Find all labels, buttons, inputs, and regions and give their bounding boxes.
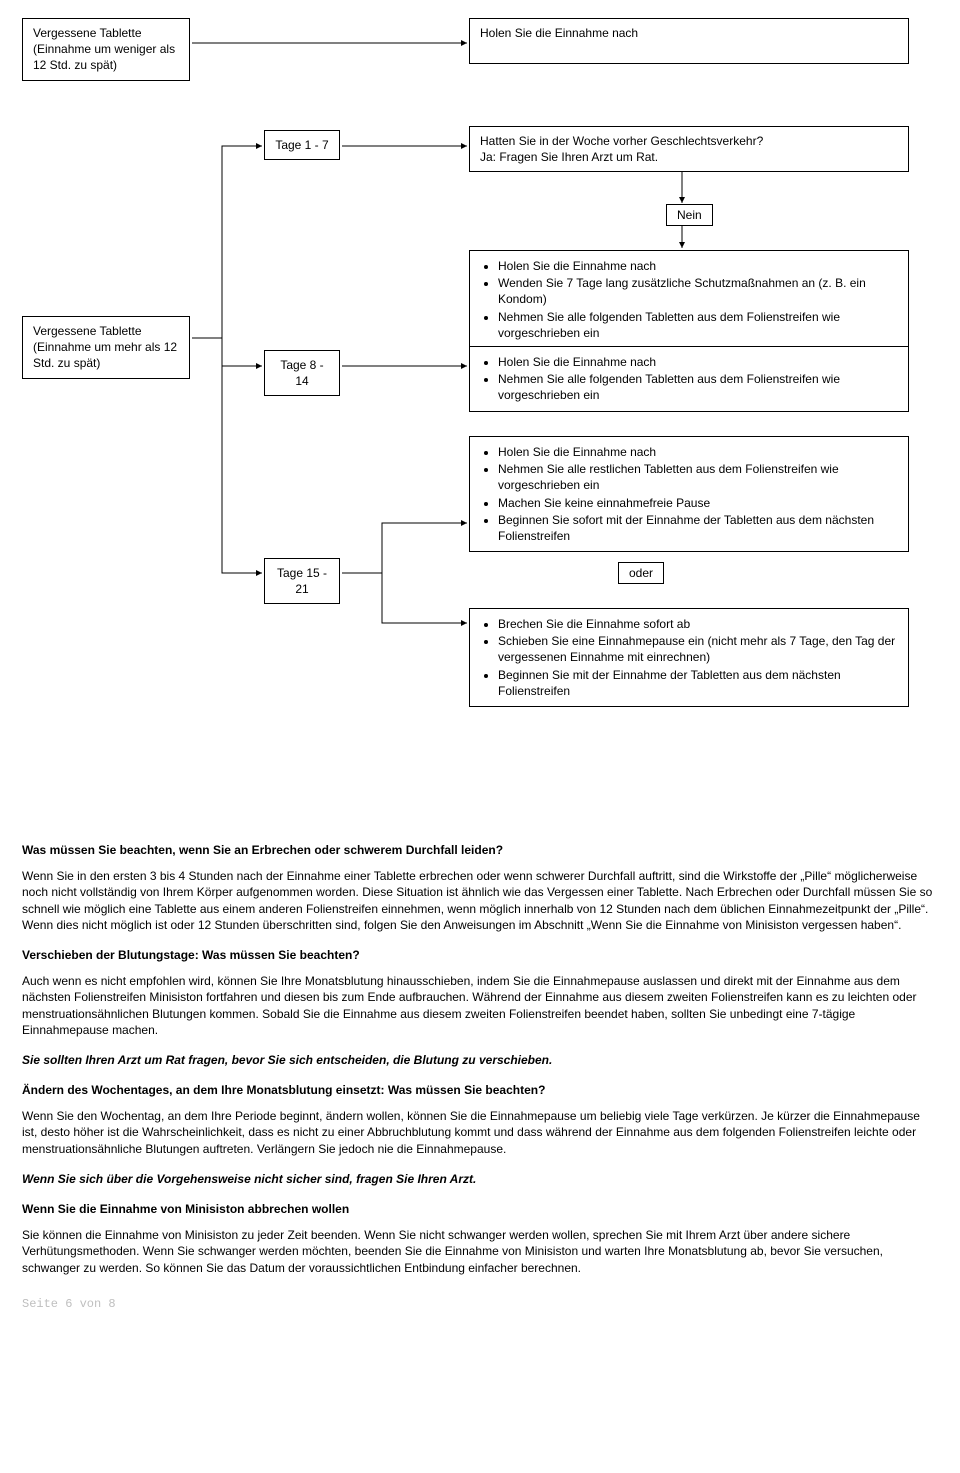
para-stop-taking: Sie können die Einnahme von Minisiston z…	[22, 1227, 938, 1276]
list: Brechen Sie die Einnahme sofort abSchieb…	[480, 616, 898, 699]
page-footer: Seite 6 von 8	[22, 1296, 938, 1312]
list-item: Nehmen Sie alle folgenden Tabletten aus …	[498, 309, 898, 341]
box-instruction-catchup: Holen Sie die Einnahme nach	[469, 18, 909, 64]
para-change-weekday: Wenn Sie den Wochentag, an dem Ihre Peri…	[22, 1108, 938, 1157]
box-list-days15-21-b: Brechen Sie die Einnahme sofort abSchieb…	[469, 608, 909, 707]
list-item: Schieben Sie eine Einnahmepause ein (nic…	[498, 633, 898, 665]
box-list-days15-21-a: Holen Sie die Einnahme nachNehmen Sie al…	[469, 436, 909, 552]
box-days-15-21: Tage 15 - 21	[264, 558, 340, 604]
list-item: Machen Sie keine einnahmefreie Pause	[498, 495, 898, 511]
list-item: Nehmen Sie alle folgenden Tabletten aus …	[498, 371, 898, 403]
box-days-1-7: Tage 1 - 7	[264, 130, 340, 160]
box-list-days8-14: Holen Sie die Einnahme nachNehmen Sie al…	[469, 346, 909, 412]
flowchart: Vergessene Tablette (Einnahme um weniger…	[22, 18, 932, 828]
box-forgot-less-12h: Vergessene Tablette (Einnahme um weniger…	[22, 18, 190, 81]
box-list-days1-7: Holen Sie die Einnahme nachWenden Sie 7 …	[469, 250, 909, 349]
text: Tage 15 - 21	[277, 566, 327, 596]
list: Holen Sie die Einnahme nachNehmen Sie al…	[480, 444, 898, 544]
body-text: Was müssen Sie beachten, wenn Sie an Erb…	[22, 842, 938, 1276]
heading-stop-taking: Wenn Sie die Einnahme von Minisiston abb…	[22, 1201, 938, 1217]
text: Vergessene Tablette (Einnahme um mehr al…	[33, 324, 177, 370]
heading-change-weekday: Ändern des Wochentages, an dem Ihre Mona…	[22, 1082, 938, 1098]
box-question-intercourse: Hatten Sie in der Woche vorher Geschlech…	[469, 126, 909, 172]
text: Holen Sie die Einnahme nach	[480, 26, 638, 40]
list: Holen Sie die Einnahme nachNehmen Sie al…	[480, 354, 898, 404]
text: oder	[629, 566, 653, 580]
heading-ask-doctor-1: Sie sollten Ihren Arzt um Rat fragen, be…	[22, 1052, 938, 1068]
list-item: Nehmen Sie alle restlichen Tabletten aus…	[498, 461, 898, 493]
label-nein: Nein	[666, 204, 713, 226]
text: Vergessene Tablette (Einnahme um weniger…	[33, 26, 175, 72]
list-item: Holen Sie die Einnahme nach	[498, 444, 898, 460]
text: Nein	[677, 208, 702, 222]
box-days-8-14: Tage 8 - 14	[264, 350, 340, 396]
list-item: Wenden Sie 7 Tage lang zusätzliche Schut…	[498, 275, 898, 307]
heading-delay-bleeding: Verschieben der Blutungstage: Was müssen…	[22, 947, 938, 963]
heading-ask-doctor-2: Wenn Sie sich über die Vorgehensweise ni…	[22, 1171, 938, 1187]
list-item: Holen Sie die Einnahme nach	[498, 354, 898, 370]
list-item: Holen Sie die Einnahme nach	[498, 258, 898, 274]
para-vomiting: Wenn Sie in den ersten 3 bis 4 Stunden n…	[22, 868, 938, 933]
list-item: Beginnen Sie sofort mit der Einnahme der…	[498, 512, 898, 544]
list: Holen Sie die Einnahme nachWenden Sie 7 …	[480, 258, 898, 341]
box-forgot-more-12h: Vergessene Tablette (Einnahme um mehr al…	[22, 316, 190, 379]
para-delay-bleeding: Auch wenn es nicht empfohlen wird, könne…	[22, 973, 938, 1038]
heading-vomiting: Was müssen Sie beachten, wenn Sie an Erb…	[22, 842, 938, 858]
text: Tage 8 - 14	[280, 358, 323, 388]
list-item: Beginnen Sie mit der Einnahme der Tablet…	[498, 667, 898, 699]
list-item: Brechen Sie die Einnahme sofort ab	[498, 616, 898, 632]
text: Hatten Sie in der Woche vorher Geschlech…	[480, 134, 763, 164]
text: Tage 1 - 7	[275, 138, 328, 152]
label-oder: oder	[618, 562, 664, 584]
